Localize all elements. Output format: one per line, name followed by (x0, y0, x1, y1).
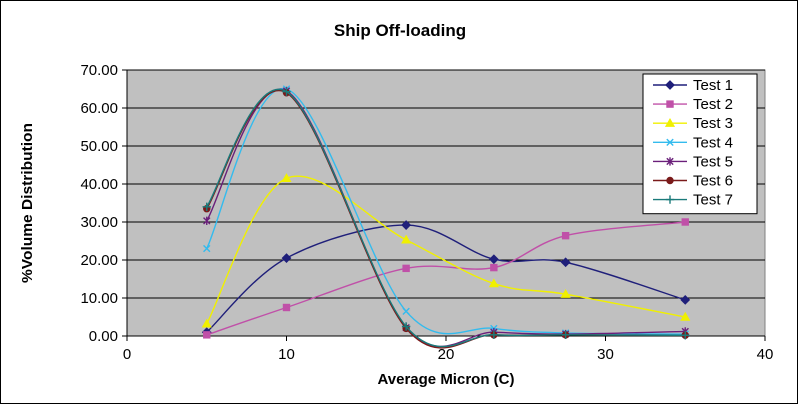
legend-item-test-6-marker (666, 176, 674, 185)
series-test-2-point (561, 231, 570, 240)
series-test-2-point (402, 264, 410, 273)
series-test-3-point (281, 173, 292, 182)
series-test-2-line (206, 221, 686, 336)
legend-item-test-3-marker (664, 117, 676, 127)
series-test-4-point (402, 307, 410, 315)
series-test-2-point (681, 218, 689, 226)
series-test-2-point (203, 331, 211, 339)
y-tick-label: 70.00 (80, 62, 118, 79)
series-test-5-point (203, 216, 211, 226)
y-tick-label: 40.00 (80, 176, 118, 193)
legend-item-test-1-label: Test 1 (693, 77, 733, 94)
legend-item-test-1-marker (665, 80, 675, 90)
series-test-1-point (401, 220, 412, 230)
y-tick-label: 50.00 (80, 138, 118, 155)
series-test-1-point (488, 254, 499, 265)
series-test-3-point (401, 234, 412, 244)
series-test-4-point (203, 244, 211, 253)
series-test-1-point (560, 257, 571, 268)
legend-item-test-2-marker (666, 100, 674, 108)
series-test-3-line (206, 175, 686, 325)
legend-item-test-4-marker (666, 138, 674, 146)
series-test-7-point (561, 330, 570, 340)
y-tick-label: 30.00 (80, 214, 118, 231)
series-test-7-point (489, 330, 499, 340)
x-axis-title: Average Micron (C) (378, 371, 515, 388)
legend-item-test-6-label: Test 6 (693, 173, 733, 190)
series-test-3-point (680, 311, 691, 321)
legend-item-test-5-marker (666, 157, 674, 166)
legend-item-test-4-label: Test 4 (693, 134, 733, 151)
series-test-1-point (680, 294, 691, 305)
series-test-3-point (488, 278, 499, 288)
series-test-7-point (681, 331, 690, 340)
legend-box (642, 73, 758, 215)
y-tick-label: 10.00 (80, 290, 118, 307)
chart-title: Ship Off-loading (334, 21, 466, 40)
y-tick-label: 20.00 (80, 252, 118, 269)
legend: Test 1 Test 2 Test 3 Test 4 Test 5 Test 6 Test… (642, 73, 758, 215)
series-test-2-point (490, 263, 498, 272)
x-tick-label: 0 (123, 346, 131, 363)
legend-item-test-3-label: Test 3 (693, 115, 733, 132)
legend-item-test-7-marker (665, 195, 675, 204)
series-test-7-point (401, 322, 411, 331)
series-test-3-point (201, 318, 212, 328)
y-tick-label: 60.00 (80, 100, 118, 117)
series-test-1-line (206, 224, 686, 333)
y-tick-label: 0.00 (89, 328, 118, 345)
series-test-7-point (202, 202, 211, 211)
x-tick-label: 20 (438, 346, 455, 363)
series-test-7-point (282, 87, 291, 96)
y-axis-title: %Volume Distribution (19, 123, 36, 283)
x-tick-label: 30 (597, 346, 614, 363)
legend-item-test-7-label: Test 7 (693, 192, 733, 209)
x-tick-label: 10 (278, 346, 295, 363)
legend-item-test-5-label: Test 5 (693, 153, 733, 170)
x-tick-label: 40 (757, 346, 774, 363)
series-test-1-point (281, 253, 292, 264)
series-test-3-point (560, 288, 571, 298)
series-test-2-point (282, 303, 291, 312)
legend-item-test-2-label: Test 2 (693, 96, 733, 113)
